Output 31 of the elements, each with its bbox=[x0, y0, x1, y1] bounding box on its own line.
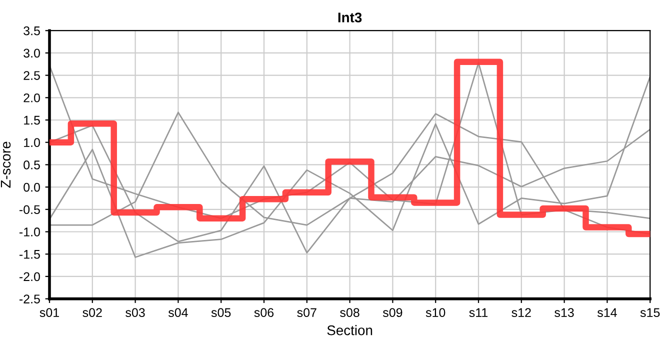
chart-title: Int3 bbox=[338, 12, 362, 22]
y-tick-label: 0.5 bbox=[24, 160, 40, 170]
y-axis-title: Z-score bbox=[0, 142, 11, 188]
x-tick-label: s08 bbox=[340, 308, 360, 318]
x-tick-label: s12 bbox=[512, 308, 531, 318]
y-tick-label: 1.5 bbox=[24, 116, 40, 125]
x-tick-label: s13 bbox=[554, 308, 574, 318]
y-tick-label: -2.0 bbox=[19, 272, 40, 282]
y-tick-label: -1.0 bbox=[19, 228, 40, 236]
y-tick-label: 2.0 bbox=[24, 93, 40, 102]
y-tick-label: 0.0 bbox=[24, 182, 40, 192]
x-tick-label: s02 bbox=[82, 308, 102, 318]
x-tick-label: s04 bbox=[168, 308, 188, 318]
x-tick-label: s15 bbox=[640, 308, 660, 318]
y-tick-label: -2.5 bbox=[19, 294, 40, 304]
x-tick-label: s06 bbox=[254, 308, 274, 318]
x-tick-label: s03 bbox=[126, 308, 145, 318]
y-tick-label: 3.5 bbox=[24, 26, 40, 36]
y-tick-label: 3.0 bbox=[24, 48, 40, 58]
x-tick-label: s07 bbox=[297, 308, 316, 318]
y-tick-label: -1.5 bbox=[19, 250, 40, 259]
x-tick-label: s01 bbox=[40, 308, 59, 318]
y-tick-label: 1.0 bbox=[24, 138, 40, 147]
x-axis-title: Section bbox=[327, 325, 372, 336]
x-tick-label: s05 bbox=[211, 308, 231, 318]
y-tick-label: 2.5 bbox=[24, 71, 40, 80]
y-tick-label: -0.5 bbox=[19, 205, 40, 214]
x-tick-label: s10 bbox=[426, 308, 446, 318]
x-tick-label: s11 bbox=[469, 308, 488, 318]
x-tick-label: s14 bbox=[597, 308, 617, 318]
x-tick-label: s09 bbox=[382, 308, 402, 318]
